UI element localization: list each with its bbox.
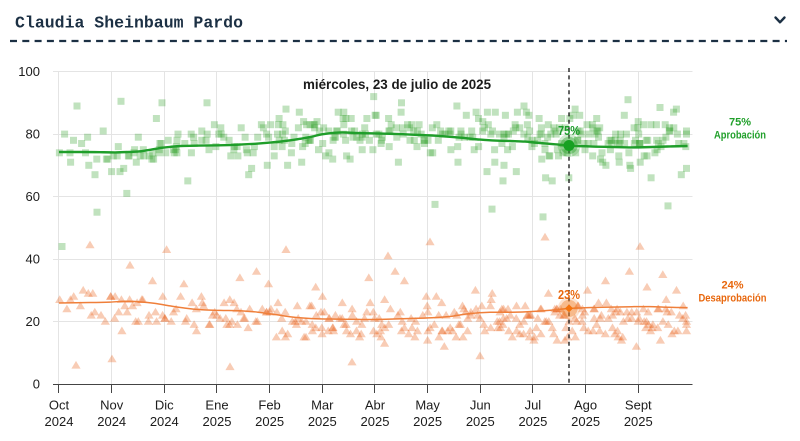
svg-text:2025: 2025	[466, 414, 495, 429]
svg-text:100: 100	[18, 64, 40, 79]
svg-text:2025: 2025	[571, 414, 600, 429]
svg-text:miércoles, 23 de julio de 2025: miércoles, 23 de julio de 2025	[303, 77, 491, 92]
svg-text:Ago: Ago	[574, 398, 597, 413]
svg-text:75%: 75%	[729, 117, 751, 129]
svg-text:2025: 2025	[413, 414, 442, 429]
svg-text:2024: 2024	[45, 414, 74, 429]
svg-text:Jun: Jun	[470, 398, 491, 413]
svg-text:75%: 75%	[558, 124, 580, 138]
svg-text:0: 0	[33, 377, 40, 392]
svg-text:20: 20	[26, 314, 40, 329]
svg-text:2025: 2025	[361, 414, 390, 429]
svg-text:Abr: Abr	[365, 398, 386, 413]
svg-text:Claudia Sheinbaum Pardo: Claudia Sheinbaum Pardo	[15, 15, 243, 34]
svg-text:2025: 2025	[518, 414, 547, 429]
svg-text:Oct: Oct	[49, 398, 70, 413]
svg-text:24%: 24%	[721, 280, 743, 292]
svg-text:Aprobación: Aprobación	[714, 130, 766, 142]
svg-text:May: May	[415, 398, 440, 413]
svg-text:2024: 2024	[150, 414, 179, 429]
svg-text:60: 60	[26, 189, 40, 204]
svg-text:80: 80	[26, 127, 40, 142]
svg-text:40: 40	[26, 252, 40, 267]
svg-text:Dic: Dic	[155, 398, 174, 413]
svg-text:Sept: Sept	[625, 398, 652, 413]
svg-text:2025: 2025	[203, 414, 232, 429]
svg-text:Ene: Ene	[205, 398, 228, 413]
svg-text:2024: 2024	[97, 414, 126, 429]
svg-text:2025: 2025	[308, 414, 337, 429]
svg-text:Mar: Mar	[311, 398, 334, 413]
svg-text:Jul: Jul	[525, 398, 542, 413]
svg-text:Desaprobación: Desaprobación	[699, 293, 767, 305]
svg-text:2025: 2025	[255, 414, 284, 429]
svg-text:23%: 23%	[558, 288, 580, 302]
svg-text:2025: 2025	[624, 414, 653, 429]
svg-text:Feb: Feb	[258, 398, 280, 413]
svg-text:Nov: Nov	[100, 398, 124, 413]
